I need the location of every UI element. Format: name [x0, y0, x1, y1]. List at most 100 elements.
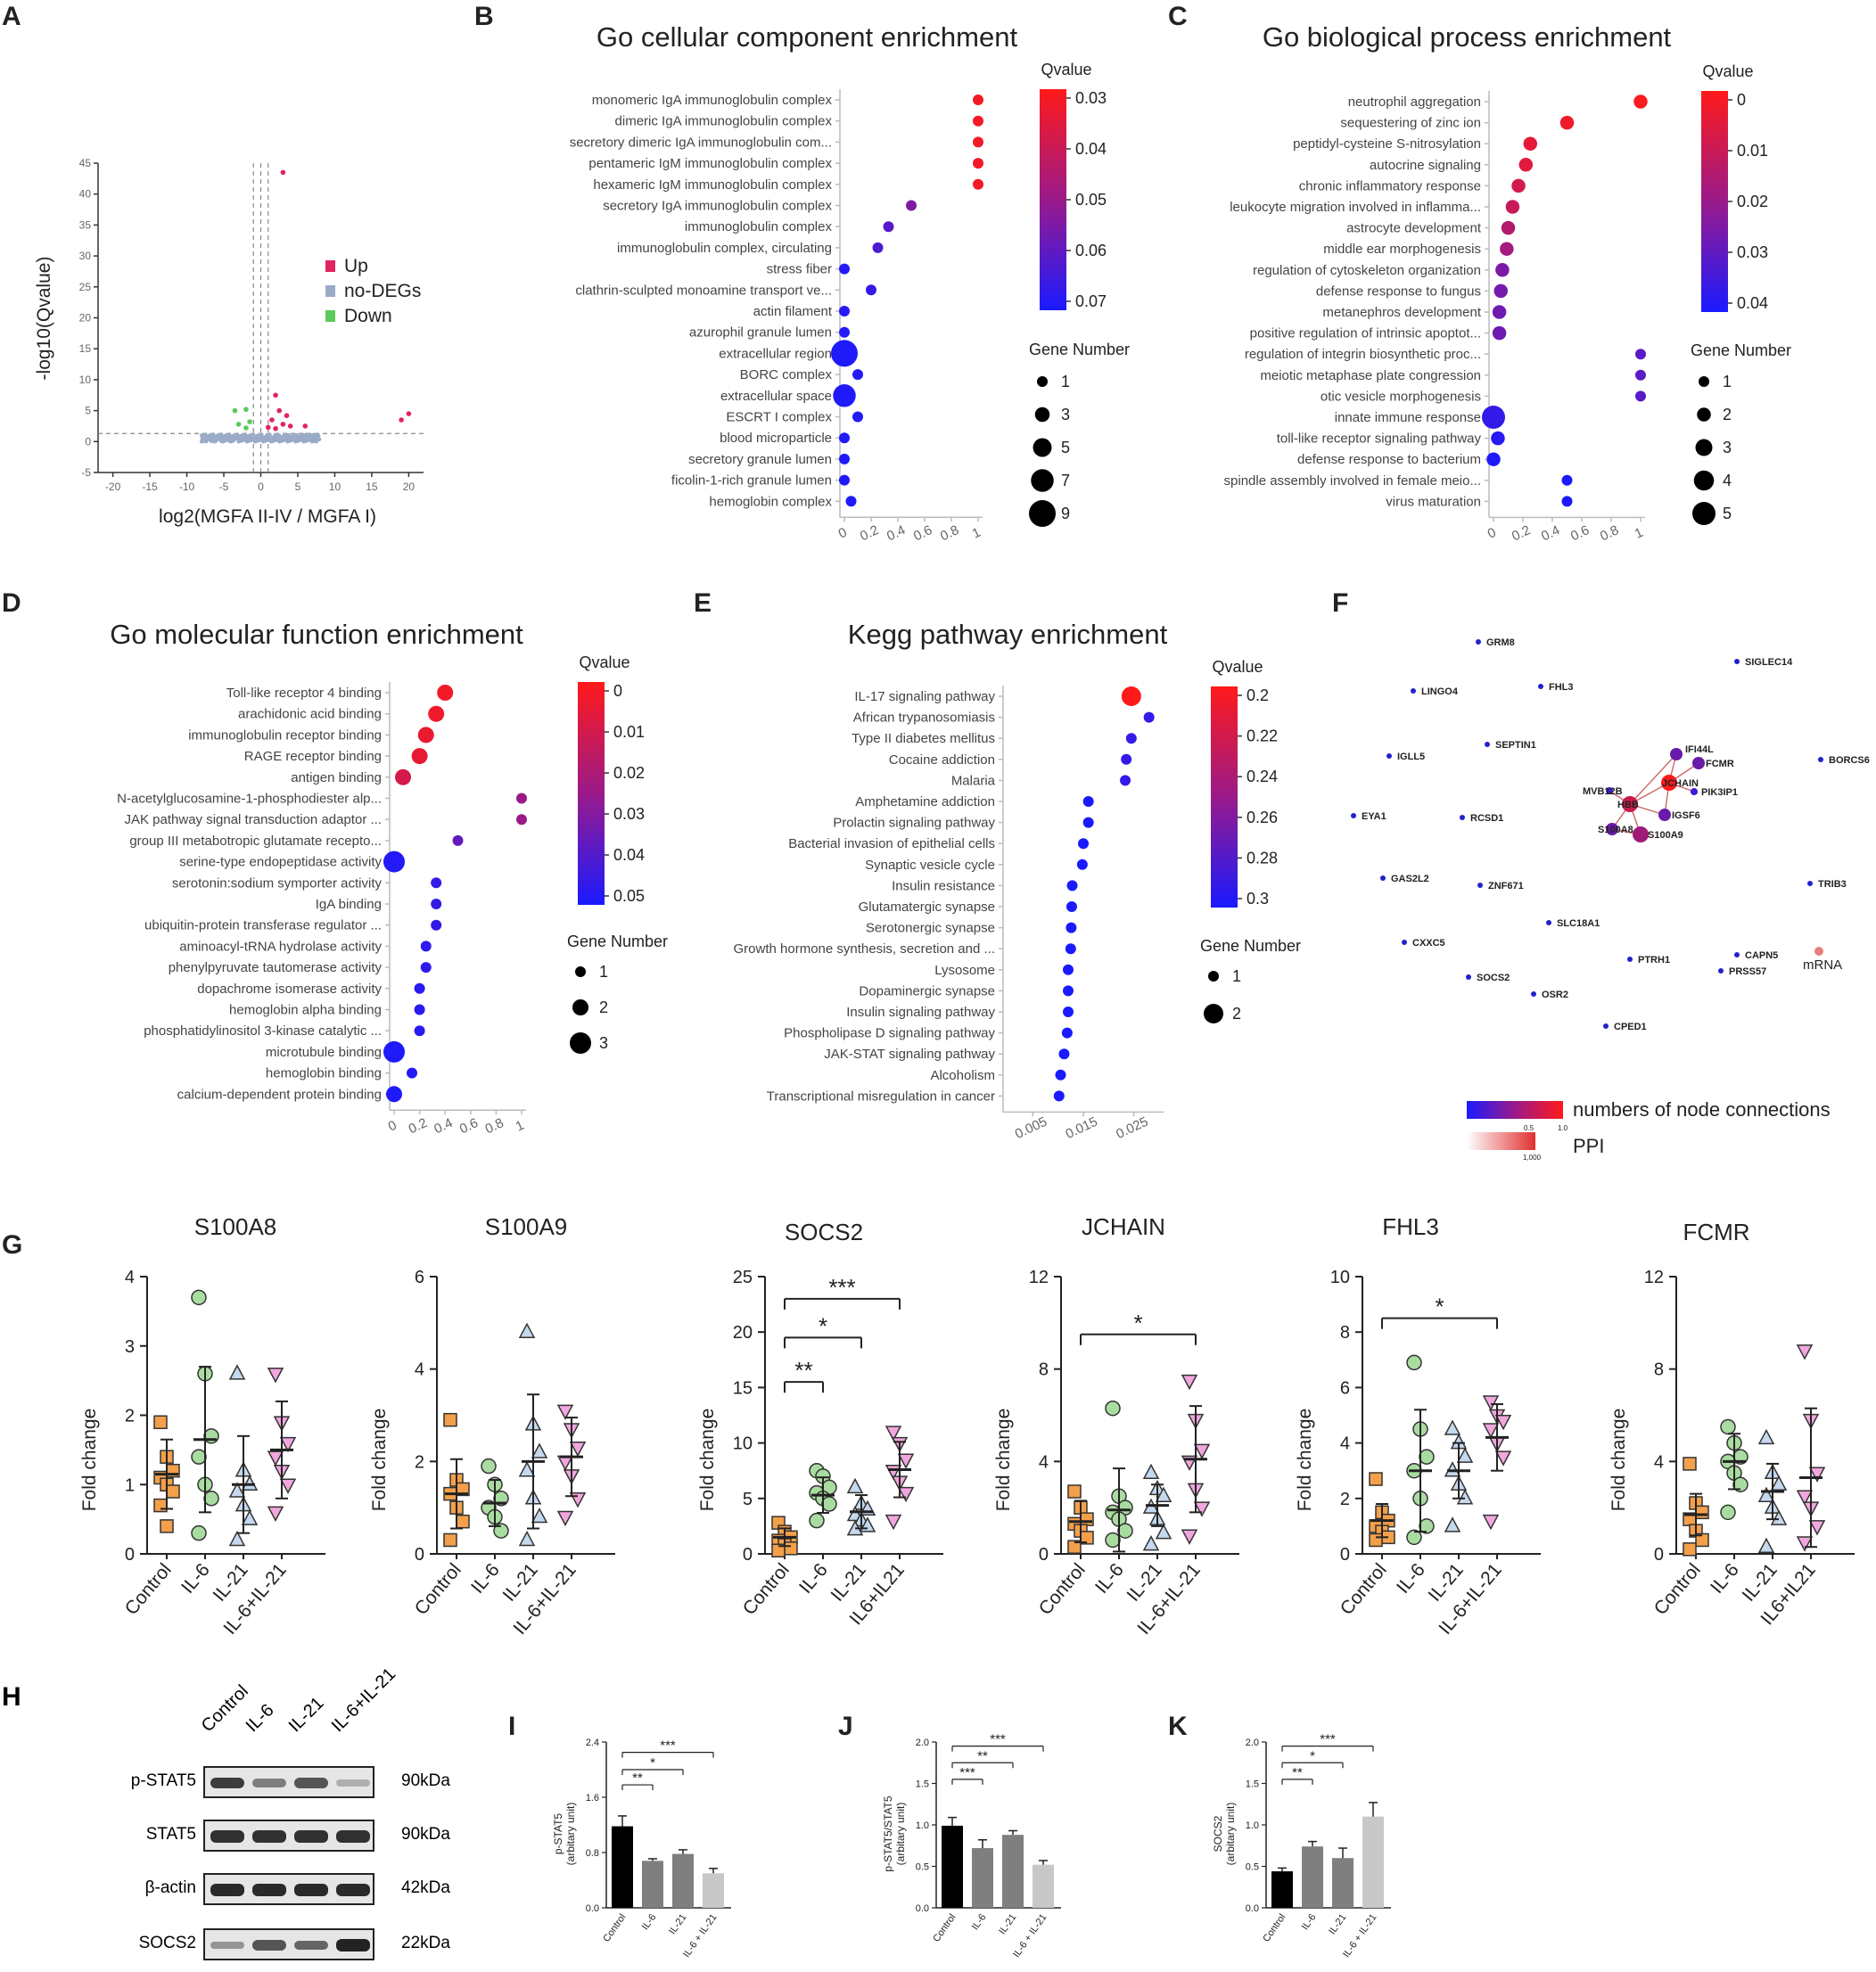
y-tick-label: 10	[1330, 1268, 1350, 1287]
data-point	[1757, 1486, 1775, 1502]
no-deg-point	[286, 432, 292, 438]
bar	[1332, 1858, 1354, 1908]
bubble	[973, 115, 983, 127]
data-point	[1757, 1428, 1775, 1445]
data-point	[456, 1514, 470, 1529]
data-point	[1695, 1505, 1709, 1520]
y-tick-label: 4	[415, 1360, 424, 1380]
y-tick-label: 40	[79, 188, 92, 201]
data-point	[1695, 1532, 1709, 1548]
wb-band	[294, 1884, 328, 1896]
term-label: stress fiber	[767, 262, 832, 277]
bubble	[973, 136, 983, 148]
no-deg-point	[259, 433, 264, 439]
data-point	[1142, 1535, 1160, 1551]
ppi-colorbar	[1467, 1132, 1535, 1150]
y-tick-label: 0.5	[916, 1862, 929, 1873]
network-node-label: CXXC5	[1412, 938, 1445, 949]
wb-row-size: 42kDa	[401, 1878, 450, 1897]
term-label: hexameric IgM immunoglobulin complex	[593, 177, 832, 193]
colorbar-tick-label: 0.06	[1075, 242, 1107, 259]
term-label: virus maturation	[1386, 494, 1481, 509]
term-label: serine-type endopeptidase activity	[179, 855, 382, 870]
term-label: Toll-like receptor 4 binding	[226, 686, 382, 701]
x-tick-label: IL-6	[970, 1912, 989, 1932]
term-label: blood microparticle	[720, 431, 832, 446]
data-point	[191, 1449, 207, 1465]
colorbar-tick-label: 0.3	[1247, 890, 1269, 908]
wb-row-size: 22kDa	[401, 1934, 450, 1952]
data-point	[1683, 1542, 1697, 1557]
data-point	[1080, 1512, 1094, 1526]
colorbar-tick-label: 0.05	[1075, 191, 1107, 209]
wb-band	[294, 1940, 328, 1951]
size-legend-label: 3	[1061, 406, 1070, 423]
network-node-label: SOCS2	[1477, 973, 1510, 983]
size-legend-dot	[575, 966, 586, 977]
up-point	[284, 413, 290, 418]
wb-band	[252, 1830, 286, 1843]
y-tick-label: 15	[733, 1378, 753, 1398]
size-legend-label: 2	[1723, 406, 1732, 423]
data-point	[228, 1530, 246, 1547]
x-tick-label: -10	[179, 481, 195, 493]
wb-band	[252, 1884, 286, 1896]
network-node-label: IGLL5	[1397, 752, 1425, 762]
term-label: positive regulation of intrinsic apoptot…	[1250, 326, 1481, 341]
bubble	[1076, 859, 1088, 870]
term-label: clathrin-sculpted monoamine transport ve…	[575, 283, 832, 298]
data-point	[885, 1514, 902, 1531]
term-label: sequestering of zinc ion	[1340, 116, 1481, 131]
colorbar-tick-label: 0.07	[1075, 292, 1107, 310]
data-point	[784, 1541, 798, 1556]
size-legend-title: Gene Number	[1691, 341, 1791, 359]
y-tick-label: 1.5	[1246, 1779, 1259, 1790]
sig-label: **	[794, 1357, 812, 1384]
network-hub-node	[1606, 823, 1618, 835]
bubble	[417, 727, 434, 744]
data-point	[897, 1486, 915, 1503]
colorbar-tick-label: 0.26	[1247, 809, 1278, 826]
size-legend-label: 9	[1061, 505, 1070, 522]
data-point	[556, 1510, 574, 1527]
term-label: secretory dimeric IgA immunoglobulin com…	[570, 135, 832, 150]
bubble	[1121, 686, 1141, 706]
size-legend-dot	[1699, 376, 1709, 387]
data-point	[279, 1436, 297, 1453]
data-point	[1494, 1450, 1512, 1467]
data-point	[241, 1509, 259, 1525]
up-point	[269, 417, 275, 423]
bubble	[1491, 431, 1505, 446]
no-deg-point	[203, 440, 209, 444]
bubble	[516, 814, 527, 826]
x-tick-label: Control	[931, 1912, 958, 1944]
size-legend-dot	[1034, 407, 1050, 423]
no-deg-point	[222, 435, 227, 440]
network-hub-label: S100A8	[1598, 825, 1633, 835]
term-label: hemoglobin binding	[266, 1066, 382, 1081]
network-node	[1460, 815, 1465, 820]
x-tick-label: 0.6	[911, 522, 934, 544]
x-tick-label: 0.2	[1510, 522, 1533, 544]
data-point	[1456, 1489, 1474, 1505]
network-node-label: CPED1	[1614, 1022, 1647, 1032]
no-deg-point	[232, 434, 236, 440]
x-tick-label: IL-21	[997, 1912, 1018, 1936]
y-tick-label: 2.0	[1246, 1738, 1259, 1748]
term-label: JAK-STAT signaling pathway	[824, 1047, 995, 1062]
y-axis-label: (arbitary unit)	[1224, 1803, 1237, 1866]
size-legend-dot	[1033, 438, 1052, 457]
data-point	[1406, 1529, 1422, 1546]
data-point	[166, 1484, 180, 1499]
data-point	[531, 1442, 548, 1458]
bubble	[414, 982, 425, 994]
term-label: Cocaine addiction	[889, 752, 995, 768]
legend-swatch	[325, 260, 335, 272]
data-point	[1067, 1484, 1082, 1499]
y-tick-label: 10	[733, 1434, 753, 1454]
bubble	[420, 941, 432, 952]
bubble	[973, 94, 983, 105]
down-point	[232, 407, 238, 414]
no-deg-point	[312, 432, 317, 437]
bubble	[839, 474, 850, 486]
